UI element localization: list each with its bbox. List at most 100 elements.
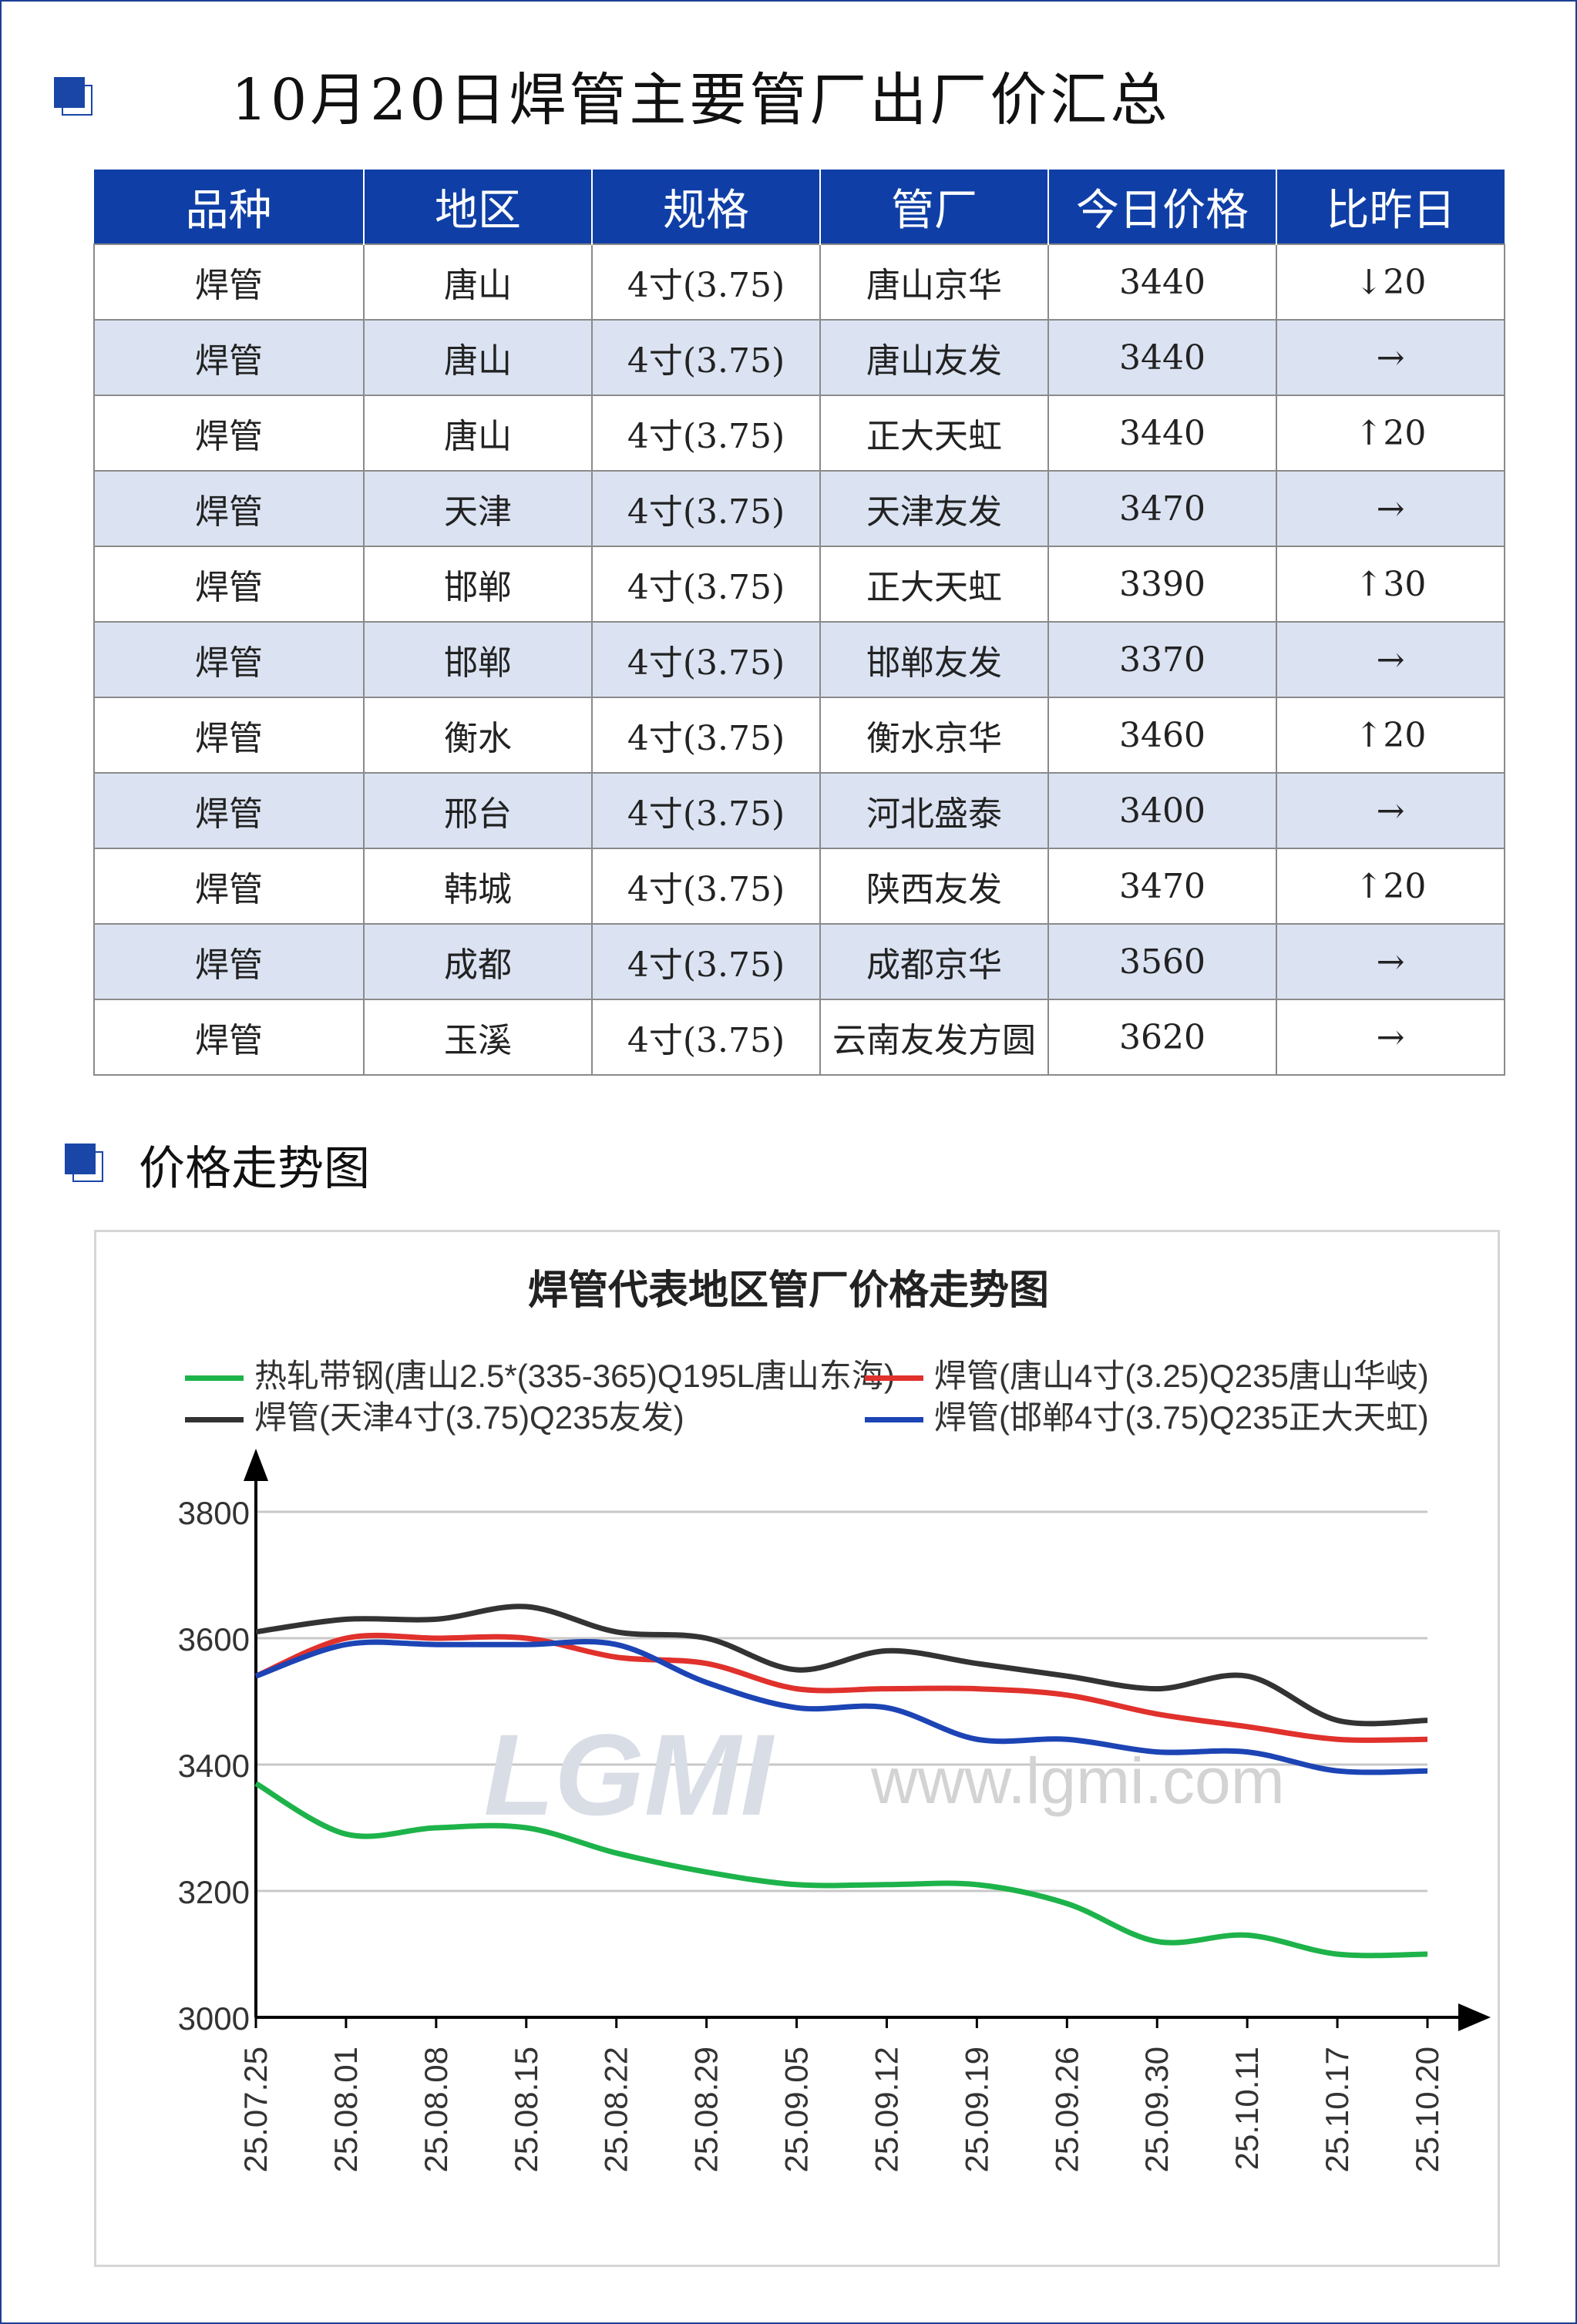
x-tick-label: 25.08.08	[418, 2047, 454, 2173]
column-header-variety: 品种	[94, 170, 365, 244]
table-cell-region: 唐山	[363, 395, 593, 472]
y-tick-label: 3200	[178, 1874, 250, 1910]
table-cell-change: ↑20	[1276, 697, 1505, 774]
table-cell-change: →	[1276, 621, 1505, 698]
table-cell-spec: 4寸(3.75)	[591, 395, 821, 472]
table-cell-change: →	[1276, 999, 1505, 1076]
table-row: 焊管 唐山 4寸(3.75) 唐山京华 3440 ↓20	[93, 243, 1505, 321]
price-table: 品种 地区 规格 管厂 今日价格 比昨日 焊管 唐山 4寸(3.75) 唐山京华 344…	[93, 170, 1505, 1076]
legend-item-handan-zhengda: 焊管(邯郸4寸(3.75)Q235正大天虹)	[865, 1392, 1429, 1439]
x-tick-label: 25.09.30	[1138, 2047, 1175, 2173]
table-row: 焊管 邯郸 4寸(3.75) 邯郸友发 3370 →	[93, 621, 1505, 698]
table-cell-change: ↑20	[1276, 848, 1505, 925]
table-cell-mill: 成都京华	[819, 923, 1049, 1000]
table-row: 焊管 衡水 4寸(3.75) 衡水京华 3460 ↑20	[93, 697, 1505, 774]
table-row: 焊管 邯郸 4寸(3.75) 正大天虹 3390 ↑30	[93, 546, 1505, 623]
table-cell-price: 3470	[1047, 848, 1277, 925]
table-cell-price: 3400	[1047, 772, 1277, 849]
column-header-spec: 规格	[592, 170, 821, 244]
table-cell-price: 3440	[1047, 319, 1277, 396]
table-cell-variety: 焊管	[93, 923, 365, 1000]
table-row: 焊管 成都 4寸(3.75) 成都京华 3560 →	[93, 923, 1505, 1000]
table-cell-mill: 唐山友发	[819, 319, 1049, 396]
table-cell-price: 3370	[1047, 621, 1277, 698]
chart-title: 焊管代表地区管厂价格走势图	[527, 1268, 1049, 1314]
table-cell-spec: 4寸(3.75)	[591, 470, 821, 547]
legend-item-hot-rolled: 热轧带钢(唐山2.5*(335-365)Q195L唐山东海)	[185, 1350, 895, 1397]
table-cell-region: 天津	[363, 470, 593, 547]
table-cell-region: 成都	[363, 923, 593, 1000]
table-row: 焊管 玉溪 4寸(3.75) 云南友发方圆 3620 →	[93, 999, 1505, 1076]
watermark-logo: LGMI	[484, 1710, 775, 1839]
column-header-region: 地区	[364, 170, 593, 244]
table-cell-region: 邢台	[363, 772, 593, 849]
y-tick-label: 3600	[178, 1621, 250, 1657]
y-axis-arrow-icon	[244, 1449, 268, 1481]
table-cell-variety: 焊管	[93, 999, 365, 1076]
table-cell-spec: 4寸(3.75)	[591, 621, 821, 698]
table-cell-change: ↑20	[1276, 395, 1505, 472]
x-tick-label: 25.09.05	[778, 2047, 815, 2173]
y-tick-label: 3000	[178, 2000, 250, 2037]
x-tick-label: 25.09.19	[958, 2047, 994, 2173]
table-row: 焊管 唐山 4寸(3.75) 正大天虹 3440 ↑20	[93, 395, 1505, 472]
table-cell-mill: 河北盛泰	[819, 772, 1049, 849]
legend-swatch	[865, 1375, 923, 1382]
table-cell-spec: 4寸(3.75)	[591, 319, 821, 396]
table-cell-variety: 焊管	[93, 395, 365, 472]
column-header-price: 今日价格	[1048, 170, 1277, 244]
y-tick-label: 3400	[178, 1748, 250, 1784]
trend-section-title: 价格走势图	[139, 1142, 370, 1196]
table-cell-mill: 唐山京华	[819, 243, 1049, 321]
y-tick-label: 3800	[178, 1495, 250, 1531]
table-cell-price: 3470	[1047, 470, 1277, 547]
table-row: 焊管 天津 4寸(3.75) 天津友发 3470 →	[93, 470, 1505, 547]
legend-label: 热轧带钢(唐山2.5*(335-365)Q195L唐山东海)	[254, 1358, 895, 1394]
table-cell-price: 3560	[1047, 923, 1277, 1000]
table-cell-mill: 正大天虹	[819, 546, 1049, 623]
table-cell-variety: 焊管	[93, 319, 365, 396]
x-tick-label: 25.08.22	[598, 2047, 634, 2173]
table-cell-variety: 焊管	[93, 772, 365, 849]
table-row: 焊管 唐山 4寸(3.75) 唐山友发 3440 →	[93, 319, 1505, 396]
series-line-1	[254, 1632, 1428, 1743]
table-row: 焊管 邢台 4寸(3.75) 河北盛泰 3400 →	[93, 772, 1505, 849]
column-header-change: 比昨日	[1276, 170, 1505, 244]
x-tick-label: 25.10.11	[1229, 2047, 1265, 2170]
table-cell-spec: 4寸(3.75)	[591, 772, 821, 849]
table-cell-spec: 4寸(3.75)	[591, 243, 821, 321]
table-cell-mill: 天津友发	[819, 470, 1049, 547]
series-line-3	[254, 1639, 1428, 1775]
table-cell-region: 玉溪	[363, 999, 593, 1076]
table-cell-mill: 陕西友发	[819, 848, 1049, 925]
table-cell-region: 衡水	[363, 697, 593, 774]
table-cell-change: →	[1276, 772, 1505, 849]
x-tick-label: 25.09.26	[1048, 2047, 1084, 2173]
x-tick-label: 25.08.29	[688, 2047, 725, 2173]
legend-label: 焊管(邯郸4寸(3.75)Q235正大天虹)	[934, 1399, 1429, 1436]
section-square-icon	[65, 1144, 103, 1182]
table-cell-mill: 云南友发方圆	[819, 999, 1049, 1076]
table-cell-variety: 焊管	[93, 621, 365, 698]
chart-frame	[94, 1230, 1500, 2267]
table-cell-change: ↑30	[1276, 546, 1505, 623]
series-line-0	[254, 1781, 1428, 1959]
table-cell-variety: 焊管	[93, 546, 365, 623]
x-tick-label: 25.08.15	[508, 2047, 544, 2173]
table-cell-spec: 4寸(3.75)	[591, 697, 821, 774]
table-row: 焊管 韩城 4寸(3.75) 陕西友发 3470 ↑20	[93, 848, 1505, 925]
column-header-mill: 管厂	[820, 170, 1049, 244]
x-tick-label: 25.07.25	[237, 2047, 274, 2173]
table-cell-region: 唐山	[363, 243, 593, 321]
x-tick-label: 25.10.17	[1319, 2047, 1355, 2173]
table-cell-variety: 焊管	[93, 243, 365, 321]
page-title: 10月20日焊管主要管厂出厂价汇总	[231, 67, 1171, 133]
legend-swatch	[865, 1417, 923, 1423]
table-cell-spec: 4寸(3.75)	[591, 923, 821, 1000]
x-axis-arrow-icon	[1458, 2003, 1491, 2031]
table-header-row: 品种 地区 规格 管厂 今日价格 比昨日	[94, 170, 1505, 244]
watermark-url: www.lgmi.com	[870, 1745, 1285, 1817]
table-cell-price: 3460	[1047, 697, 1277, 774]
table-cell-variety: 焊管	[93, 848, 365, 925]
legend-label: 焊管(天津4寸(3.75)Q235友发)	[254, 1399, 684, 1436]
